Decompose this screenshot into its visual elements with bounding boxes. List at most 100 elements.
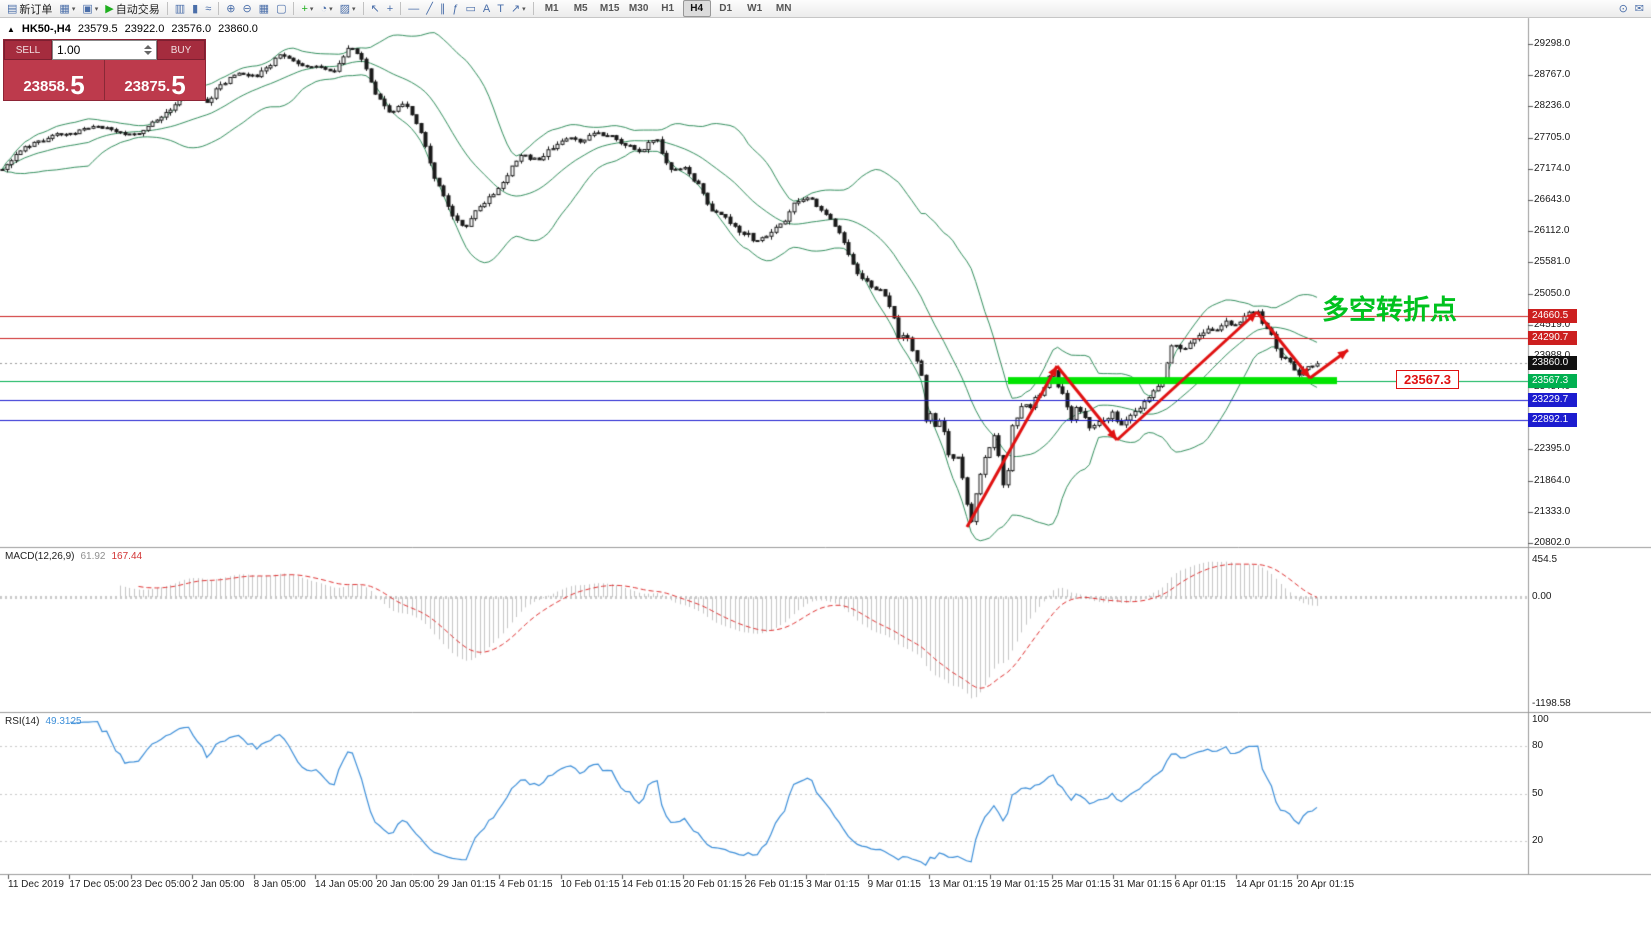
toolbar-separator <box>218 2 220 15</box>
time-axis-label[interactable]: 26 Feb 01:15 <box>744 879 804 890</box>
volume-input[interactable]: 1.00 <box>52 40 157 60</box>
time-axis-label[interactable]: 20 Apr 01:15 <box>1297 879 1355 890</box>
volume-spinner[interactable] <box>144 45 152 55</box>
time-axis-label[interactable]: 6 Apr 01:15 <box>1174 879 1226 890</box>
buy-button[interactable]: BUY <box>157 40 205 60</box>
new-order-button[interactable]: ▤ 新订单 <box>4 1 55 17</box>
add-indicator-icon: + <box>301 2 308 15</box>
price-callout[interactable]: 23567.3 <box>1396 370 1459 389</box>
time-axis-label[interactable]: 20 Feb 01:15 <box>683 879 743 890</box>
volume-value[interactable]: 1.00 <box>57 43 81 57</box>
auto-arrange-icon: ▢ <box>276 2 287 15</box>
resistance-line-2-badge: 24290.7 <box>1528 331 1577 346</box>
text-tool-button[interactable]: A <box>480 1 493 17</box>
quote-line: ▲ HK50-,H4 23579.5 23922.0 23576.0 23860… <box>7 23 258 35</box>
quote-open: 23579.5 <box>77 23 118 35</box>
quote-close: 23860.0 <box>218 23 258 35</box>
time-axis-label[interactable]: 25 Mar 01:15 <box>1051 879 1111 890</box>
trendline-tool-button[interactable]: ╱ <box>423 1 436 17</box>
time-axis-label[interactable]: 2 Jan 05:00 <box>192 879 245 890</box>
time-axis-label[interactable]: 19 Mar 01:15 <box>990 879 1050 890</box>
zoom-out-button[interactable]: ⊖ <box>239 1 254 17</box>
fibonacci-tool-icon: ƒ <box>452 2 459 15</box>
timeframe-d1[interactable]: D1 <box>719 3 733 14</box>
autotrading-button[interactable]: ▶ 自动交易 <box>102 1 162 17</box>
periods-button[interactable]: ◔ ▾ <box>317 1 335 17</box>
time-axis-label[interactable]: 31 Mar 01:15 <box>1113 879 1173 890</box>
chevron-down-icon: ▾ <box>71 5 76 13</box>
time-axis-label[interactable]: 29 Jan 01:15 <box>437 879 496 890</box>
timeframe-mn[interactable]: MN <box>775 3 792 14</box>
time-axis-label[interactable]: 23 Dec 05:00 <box>130 879 191 890</box>
time-axis-label[interactable]: 4 Feb 01:15 <box>499 879 553 890</box>
one-click-trading-panel: SELL 1.00 BUY 23858. 5 23875. 5 <box>3 39 206 101</box>
tile-windows-button[interactable]: ▦ <box>256 1 272 17</box>
candles-view-button[interactable]: ▮ <box>189 1 201 17</box>
cursor-button[interactable]: ↖ <box>368 1 383 17</box>
new-order-button-label: 新订单 <box>19 3 53 16</box>
shapes-tool-button[interactable]: ▭ <box>462 1 478 17</box>
time-axis-label[interactable]: 10 Feb 01:15 <box>560 879 620 890</box>
time-axis-label[interactable]: 11 Dec 2019 <box>8 879 64 890</box>
time-axis-label[interactable]: 3 Mar 01:15 <box>806 879 860 890</box>
hline-tool-button[interactable]: — <box>405 1 422 17</box>
toolbar-separator <box>166 2 168 15</box>
price-scale-label: 27705.0 <box>1534 131 1571 143</box>
price-scale-label: 29298.0 <box>1534 37 1571 49</box>
price-scale-label: 26112.0 <box>1534 225 1570 237</box>
time-axis-label[interactable]: 8 Jan 05:00 <box>253 879 306 890</box>
time-axis-label[interactable]: 20 Jan 05:00 <box>376 879 435 890</box>
spinner-up-icon[interactable] <box>144 45 152 49</box>
toolbar-separator <box>362 2 364 15</box>
timeframe-m1[interactable]: M1 <box>544 3 559 14</box>
time-axis-label[interactable]: 14 Feb 01:15 <box>622 879 681 890</box>
messages-icon: ✉ <box>1634 2 1644 15</box>
rsi-indicator-label: RSI(14) 49.3125 <box>5 716 82 727</box>
auto-arrange-button[interactable]: ▢ <box>273 1 289 17</box>
chevron-down-icon: ▾ <box>94 5 99 13</box>
timeframe-w1[interactable]: W1 <box>747 3 763 14</box>
channel-tool-icon: ∥ <box>439 2 446 15</box>
arrows-tool-button[interactable]: ↗ ▾ <box>508 1 529 17</box>
price-scale-label: 26643.0 <box>1534 193 1571 205</box>
time-axis-label[interactable]: 14 Jan 05:00 <box>315 879 373 890</box>
price-scale-label: 23988.0 <box>1534 349 1571 361</box>
tile-windows-icon: ▦ <box>258 2 270 15</box>
candles-view-icon: ▮ <box>192 2 199 15</box>
new-chart-button[interactable]: ▦ ▾ <box>56 1 78 17</box>
macd-name: MACD(12,26,9) <box>5 551 75 562</box>
label-tool-button[interactable]: T <box>494 1 507 17</box>
time-axis-label[interactable]: 9 Mar 01:15 <box>867 879 921 890</box>
add-indicator-button[interactable]: + ▾ <box>298 1 316 17</box>
channel-tool-button[interactable]: ∥ <box>437 1 449 17</box>
macd-signal-value: 167.44 <box>111 551 143 562</box>
fibonacci-tool-button[interactable]: ƒ <box>449 1 461 17</box>
timeframe-m30[interactable]: M30 <box>628 3 649 14</box>
chevron-down-icon: ▾ <box>309 5 314 13</box>
text-tool-icon: A <box>482 2 491 15</box>
spinner-down-icon[interactable] <box>144 51 152 55</box>
crosshair-button[interactable]: + <box>384 1 396 17</box>
new-chart-icon: ▦ <box>59 2 70 15</box>
sell-button[interactable]: SELL <box>4 40 52 60</box>
trendline-tool-icon: ╱ <box>426 2 433 15</box>
bars-view-button[interactable]: ▥ <box>172 1 188 17</box>
time-axis-label[interactable]: 13 Mar 01:15 <box>929 879 988 890</box>
templates-button[interactable]: ▨ ▾ <box>337 1 359 17</box>
timeframe-h1[interactable]: H1 <box>661 3 675 14</box>
timeframe-m15[interactable]: M15 <box>599 3 620 14</box>
rsi-scale-label: 80 <box>1532 740 1544 752</box>
timeframe-h4[interactable]: H4 <box>682 0 711 17</box>
timeframe-m5[interactable]: M5 <box>573 3 588 14</box>
profiles-icon: ▣ <box>82 2 93 15</box>
profiles-button[interactable]: ▣ ▾ <box>79 1 101 17</box>
quote-direction-icon: ▲ <box>7 24 15 34</box>
time-axis-label[interactable]: 14 Apr 01:15 <box>1236 879 1293 890</box>
time-axis-label[interactable]: 17 Dec 05:00 <box>69 879 129 890</box>
line-view-button[interactable]: ≈ <box>202 1 214 17</box>
periods-icon: ◔ <box>320 2 328 15</box>
search-button[interactable]: ⊙ <box>1616 1 1631 17</box>
zoom-in-button[interactable]: ⊕ <box>223 1 238 17</box>
messages-button[interactable]: ✉ <box>1632 1 1647 17</box>
